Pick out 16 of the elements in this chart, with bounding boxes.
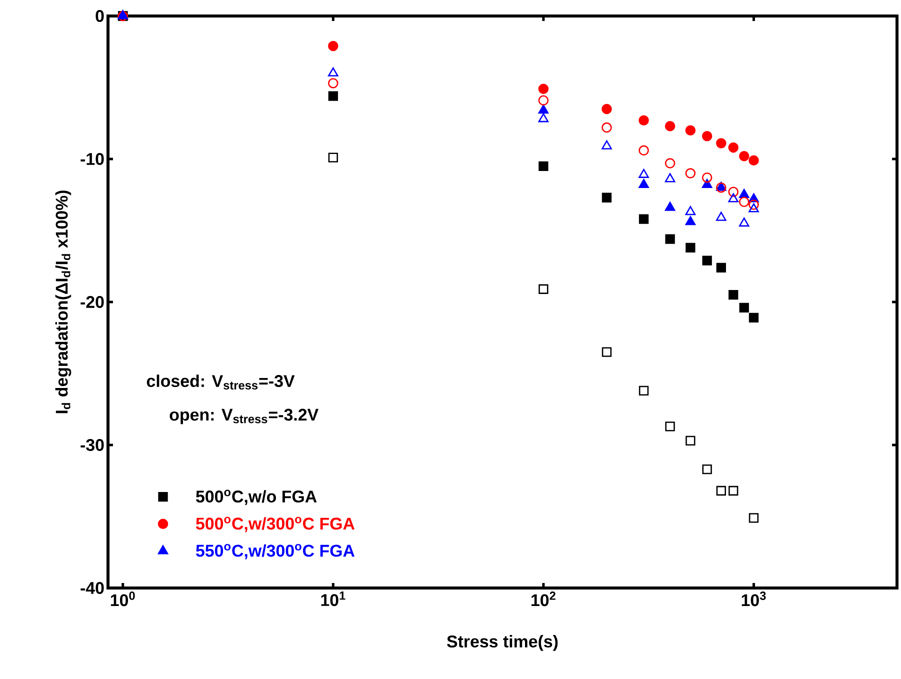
y-tick-label: 0 [96,10,104,22]
y-tick-label: -30 [80,438,104,452]
y-tick-label: -20 [80,296,104,308]
x-tick-label: 10$^{2}$ [532,592,556,606]
y-tick-label: -10 [80,153,104,165]
y-axis-title: I$_{d}$ degradation(ΔI$_{d}$/I$_{d}$ x100%) [55,190,72,414]
x-axis-title: Stress time(s) [446,635,558,651]
x-tick-label: 10$^{1}$ [321,592,346,606]
legend-label: 550$^{o}$C,w/300$^{o}$C FGA [196,544,355,560]
legend-label: 500$^{o}$C,w/o FGA [196,490,317,505]
legend-label: 500$^{o}$C,w/300$^{o}$C FGA [196,516,355,532]
x-tick-label: 10$^{3}$ [742,592,766,606]
x-tick-label: 10$^{0}$ [110,592,135,606]
y-tick-label: -40 [80,582,104,594]
annotation: closed: V$_{stress}$=-3V [146,374,295,390]
annotation: open: V$_{stress}$=-3.2V [170,408,318,424]
